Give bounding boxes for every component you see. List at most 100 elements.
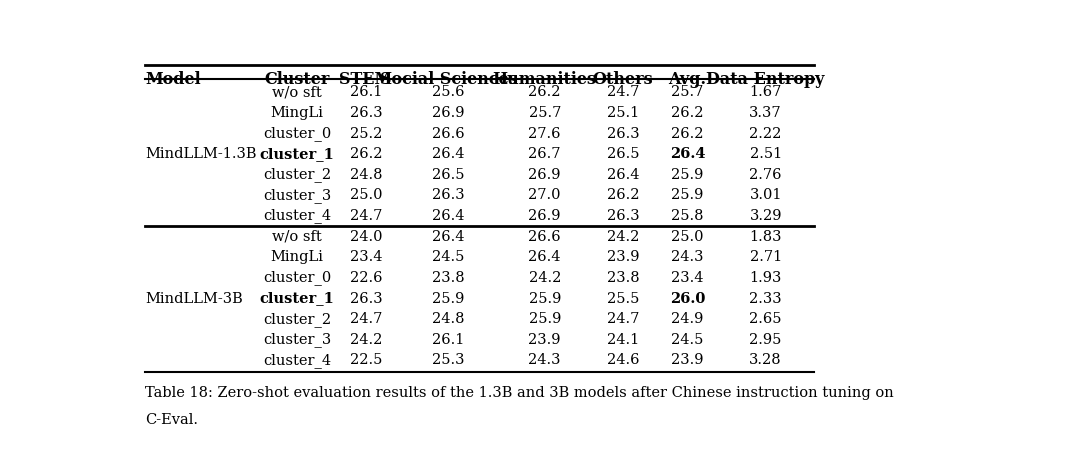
- Text: 26.4: 26.4: [528, 250, 561, 264]
- Text: 25.1: 25.1: [607, 106, 639, 120]
- Text: 26.6: 26.6: [528, 230, 561, 243]
- Text: 24.5: 24.5: [432, 250, 464, 264]
- Text: Humanities: Humanities: [492, 71, 597, 88]
- Text: 26.9: 26.9: [528, 209, 561, 223]
- Text: 26.5: 26.5: [432, 168, 464, 182]
- Text: 2.71: 2.71: [750, 250, 782, 264]
- Text: 25.9: 25.9: [432, 291, 464, 306]
- Text: cluster_2: cluster_2: [262, 312, 332, 327]
- Text: cluster_3: cluster_3: [262, 332, 332, 347]
- Text: 25.0: 25.0: [671, 230, 704, 243]
- Text: 25.7: 25.7: [672, 85, 703, 99]
- Text: STEM: STEM: [339, 71, 392, 88]
- Text: 25.9: 25.9: [672, 188, 703, 203]
- Text: 25.9: 25.9: [672, 168, 703, 182]
- Text: 24.7: 24.7: [350, 209, 382, 223]
- Text: MindLLM-1.3B: MindLLM-1.3B: [145, 147, 257, 161]
- Text: 24.3: 24.3: [528, 353, 561, 368]
- Text: 24.8: 24.8: [432, 312, 464, 326]
- Text: C-Eval.: C-Eval.: [145, 414, 198, 427]
- Text: 26.5: 26.5: [607, 147, 639, 161]
- Text: 1.93: 1.93: [750, 271, 782, 285]
- Text: 26.1: 26.1: [432, 333, 464, 347]
- Text: 3.28: 3.28: [750, 353, 782, 368]
- Text: 2.33: 2.33: [750, 291, 782, 306]
- Text: 3.01: 3.01: [750, 188, 782, 203]
- Text: w/o sft: w/o sft: [272, 230, 322, 243]
- Text: w/o sft: w/o sft: [272, 85, 322, 99]
- Text: 2.22: 2.22: [750, 126, 782, 141]
- Text: 24.7: 24.7: [350, 312, 382, 326]
- Text: 23.4: 23.4: [671, 271, 704, 285]
- Text: MingLi: MingLi: [270, 250, 323, 264]
- Text: 24.8: 24.8: [350, 168, 382, 182]
- Text: 24.2: 24.2: [350, 333, 382, 347]
- Text: 26.2: 26.2: [671, 126, 704, 141]
- Text: 24.7: 24.7: [607, 312, 639, 326]
- Text: 26.2: 26.2: [350, 147, 382, 161]
- Text: Table 18: Zero-shot evaluation results of the 1.3B and 3B models after Chinese i: Table 18: Zero-shot evaluation results o…: [145, 386, 894, 400]
- Text: 26.4: 26.4: [432, 209, 464, 223]
- Text: 2.95: 2.95: [750, 333, 782, 347]
- Text: 24.7: 24.7: [607, 85, 639, 99]
- Text: 27.0: 27.0: [528, 188, 561, 203]
- Text: 24.0: 24.0: [350, 230, 382, 243]
- Text: Avg.: Avg.: [669, 71, 706, 88]
- Text: 25.8: 25.8: [671, 209, 704, 223]
- Text: 26.2: 26.2: [607, 188, 639, 203]
- Text: cluster_4: cluster_4: [262, 353, 332, 368]
- Text: 27.6: 27.6: [528, 126, 561, 141]
- Text: 3.37: 3.37: [750, 106, 782, 120]
- Text: 23.4: 23.4: [350, 250, 382, 264]
- Text: 26.1: 26.1: [350, 85, 382, 99]
- Text: 2.51: 2.51: [750, 147, 782, 161]
- Text: 25.6: 25.6: [432, 85, 464, 99]
- Text: 24.6: 24.6: [607, 353, 639, 368]
- Text: 26.3: 26.3: [607, 126, 639, 141]
- Text: 25.0: 25.0: [350, 188, 382, 203]
- Text: 26.6: 26.6: [432, 126, 464, 141]
- Text: 25.7: 25.7: [528, 106, 561, 120]
- Text: 2.76: 2.76: [750, 168, 782, 182]
- Text: 24.3: 24.3: [671, 250, 704, 264]
- Text: cluster_4: cluster_4: [262, 209, 332, 223]
- Text: Others: Others: [593, 71, 653, 88]
- Text: cluster_1: cluster_1: [259, 147, 335, 161]
- Text: Model: Model: [145, 71, 201, 88]
- Text: 26.2: 26.2: [528, 85, 561, 99]
- Text: 25.9: 25.9: [528, 312, 561, 326]
- Text: 26.4: 26.4: [432, 230, 464, 243]
- Text: Social Sciences: Social Sciences: [379, 71, 517, 88]
- Text: Cluster: Cluster: [265, 71, 329, 88]
- Text: 26.4: 26.4: [432, 147, 464, 161]
- Text: 22.5: 22.5: [350, 353, 382, 368]
- Text: 26.7: 26.7: [528, 147, 561, 161]
- Text: 23.9: 23.9: [528, 333, 561, 347]
- Text: MingLi: MingLi: [270, 106, 323, 120]
- Text: 25.2: 25.2: [350, 126, 382, 141]
- Text: 26.9: 26.9: [528, 168, 561, 182]
- Text: cluster_2: cluster_2: [262, 167, 332, 182]
- Text: 23.9: 23.9: [607, 250, 639, 264]
- Text: Data Entropy: Data Entropy: [706, 71, 825, 88]
- Text: cluster_1: cluster_1: [259, 291, 335, 306]
- Text: MindLLM-3B: MindLLM-3B: [145, 291, 243, 306]
- Text: 24.5: 24.5: [672, 333, 703, 347]
- Text: 24.2: 24.2: [607, 230, 639, 243]
- Text: 26.3: 26.3: [607, 209, 639, 223]
- Text: cluster_3: cluster_3: [262, 188, 332, 203]
- Text: 26.4: 26.4: [607, 168, 639, 182]
- Text: 26.0: 26.0: [670, 291, 705, 306]
- Text: 22.6: 22.6: [350, 271, 382, 285]
- Text: cluster_0: cluster_0: [262, 270, 332, 285]
- Text: 26.4: 26.4: [670, 147, 705, 161]
- Text: 23.8: 23.8: [607, 271, 639, 285]
- Text: 26.3: 26.3: [350, 291, 382, 306]
- Text: 23.8: 23.8: [432, 271, 464, 285]
- Text: 24.2: 24.2: [528, 271, 561, 285]
- Text: cluster_0: cluster_0: [262, 126, 332, 141]
- Text: 2.65: 2.65: [750, 312, 782, 326]
- Text: 26.9: 26.9: [432, 106, 464, 120]
- Text: 25.5: 25.5: [607, 291, 639, 306]
- Text: 3.29: 3.29: [750, 209, 782, 223]
